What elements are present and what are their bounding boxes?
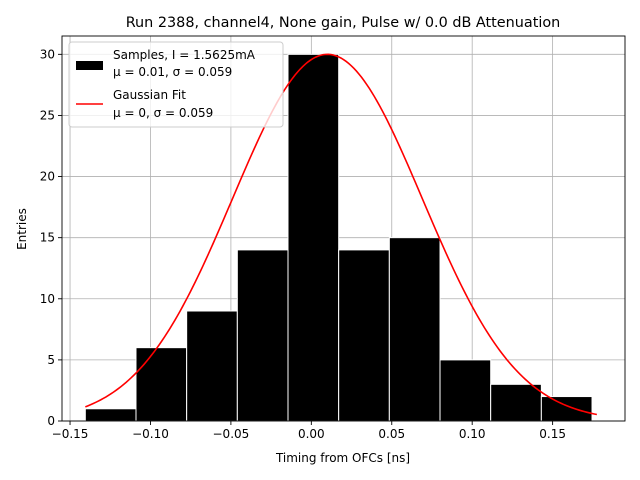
gaussian-fit-curve <box>85 53 598 416</box>
x-tick-label-5: 0.10 <box>459 427 486 441</box>
histogram-bar-7 <box>439 359 492 422</box>
legend-swatch-samples <box>76 61 103 70</box>
histogram-bar-6 <box>388 237 441 422</box>
y-tick-label-3: 15 <box>40 231 55 245</box>
legend-label-fit-line2: μ = 0, σ = 0.059 <box>113 106 213 120</box>
x-tick-label-1: −0.10 <box>132 427 169 441</box>
legend-label-samples-line2: μ = 0.01, σ = 0.059 <box>113 65 232 79</box>
x-tick-label-2: −0.05 <box>213 427 250 441</box>
histogram-bar-5 <box>338 249 390 422</box>
histogram-bar-9 <box>540 396 593 422</box>
x-tick-label-4: 0.05 <box>378 427 405 441</box>
legend-label-fit-line1: Gaussian Fit <box>113 88 186 102</box>
x-axis-ticks: −0.15 −0.10 −0.05 0.00 0.05 0.10 0.15 <box>52 421 566 441</box>
y-axis-label: Entries <box>15 208 29 250</box>
y-tick-label-1: 5 <box>47 353 55 367</box>
chart-title: Run 2388, channel4, None gain, Pulse w/ … <box>126 15 561 31</box>
legend: Samples, I = 1.5625mA μ = 0.01, σ = 0.05… <box>68 41 284 128</box>
histogram-bar-4 <box>287 53 340 422</box>
y-tick-label-2: 10 <box>40 292 55 306</box>
legend-frame <box>68 41 284 128</box>
histogram-bar-0 <box>84 408 137 422</box>
histogram-bar-3 <box>236 249 289 422</box>
legend-label-samples-line1: Samples, I = 1.5625mA <box>113 48 256 62</box>
y-tick-label-6: 30 <box>40 47 55 61</box>
y-tick-label-0: 0 <box>47 414 55 428</box>
histogram-bar-1 <box>135 347 188 422</box>
x-tick-label-0: −0.15 <box>52 427 89 441</box>
histogram-bars <box>84 53 593 422</box>
histogram-bar-2 <box>186 310 238 422</box>
x-axis-label: Timing from OFCs [ns] <box>275 451 410 465</box>
x-tick-label-3: 0.00 <box>298 427 325 441</box>
grid-lines <box>62 36 625 422</box>
y-tick-label-5: 25 <box>40 108 55 122</box>
x-tick-label-6: 0.15 <box>539 427 566 441</box>
y-tick-label-4: 20 <box>40 170 55 184</box>
histogram-bar-8 <box>490 383 542 422</box>
plot-frame <box>61 35 626 422</box>
y-axis-ticks: 0 5 10 15 20 25 30 <box>40 47 62 428</box>
